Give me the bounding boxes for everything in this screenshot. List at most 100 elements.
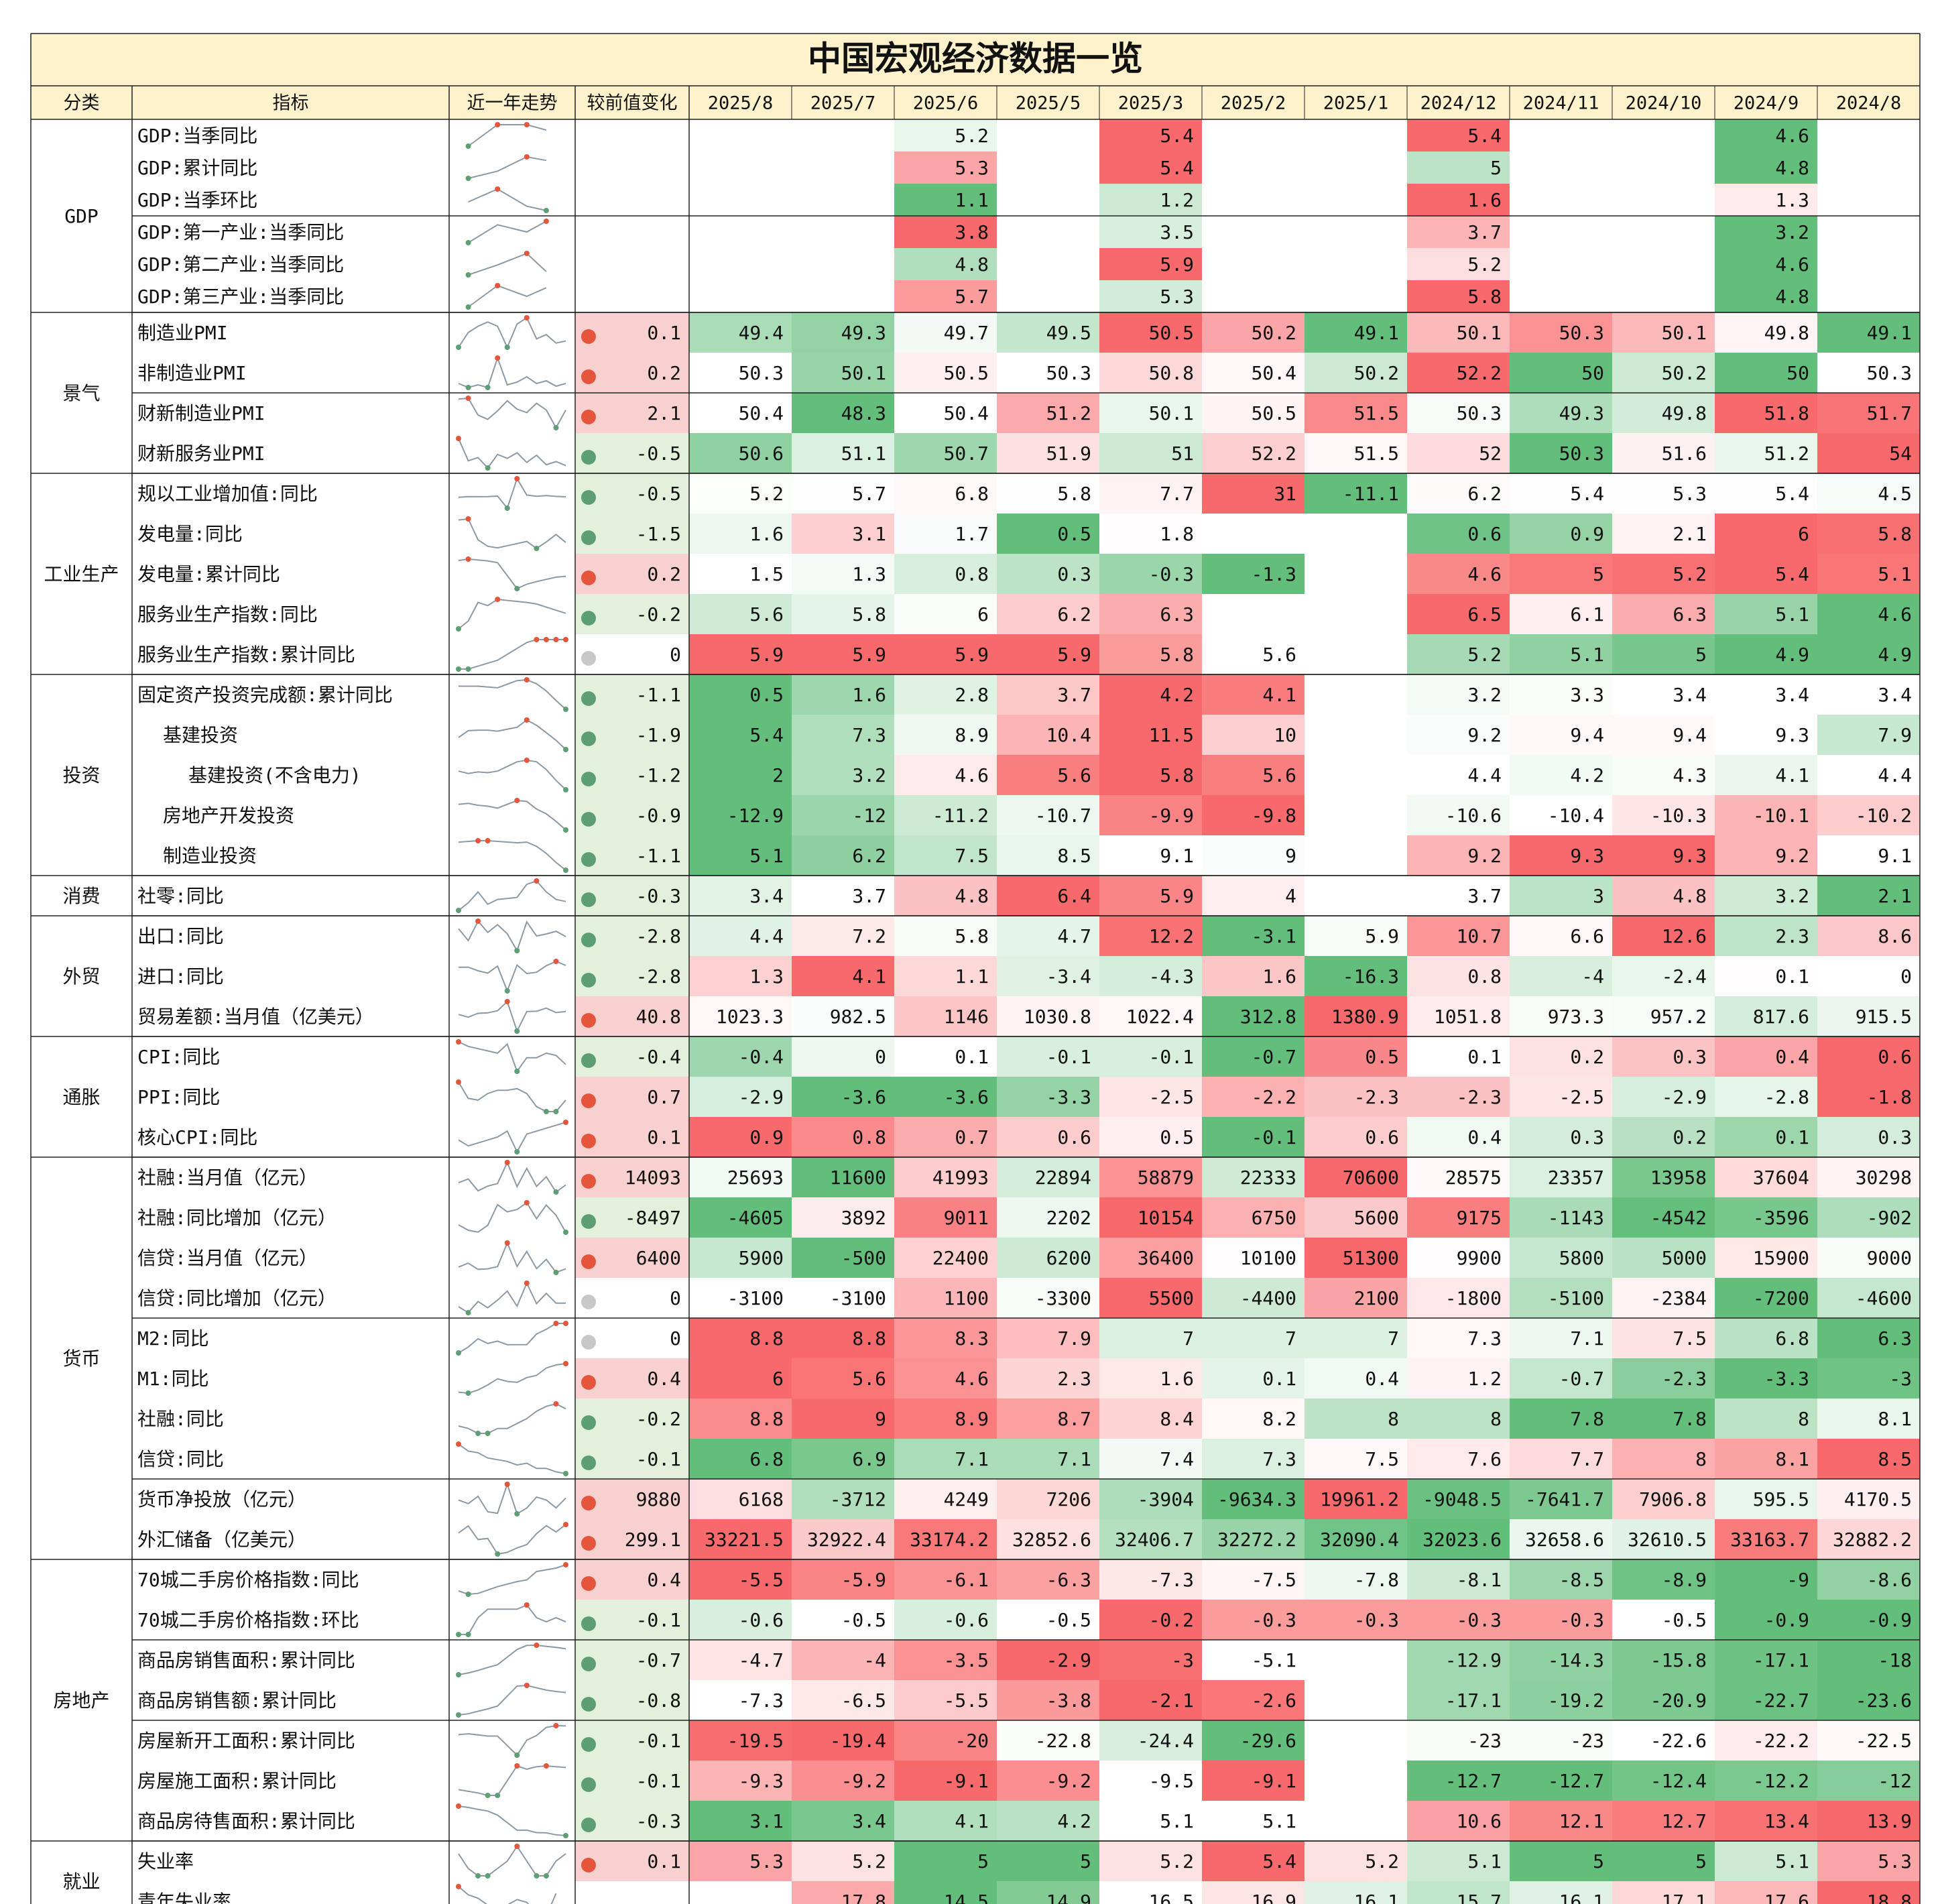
heat-cell	[1407, 280, 1510, 312]
heat-cell	[1612, 594, 1715, 634]
heat-cell	[792, 835, 894, 876]
indicator-label: 核心CPI:同比	[137, 1126, 257, 1148]
cell-value: 1.6	[1467, 189, 1502, 211]
cell-value: 51	[1171, 442, 1194, 465]
cell-value: -19.5	[727, 1730, 784, 1752]
heat-cell	[1099, 1238, 1202, 1278]
spark-marker	[465, 304, 471, 310]
change-value: -1.9	[636, 724, 681, 746]
heat-cell	[792, 876, 894, 916]
category-label: 投资	[62, 764, 100, 786]
date-header: 2025/2	[1221, 93, 1286, 114]
cell-value: 0.5	[1057, 523, 1091, 545]
heat-cell	[1612, 1439, 1715, 1479]
cell-value: 8.8	[852, 1327, 886, 1350]
cell-value: 5.3	[1878, 1850, 1912, 1872]
heat-cell	[1715, 956, 1817, 996]
heat-cell	[997, 1358, 1099, 1399]
cell-value: 9175	[1457, 1207, 1502, 1229]
cell-value: 4.8	[1673, 885, 1707, 907]
cell-value: 8.3	[955, 1327, 989, 1350]
heat-cell	[792, 1761, 894, 1801]
cell-value: 8	[1490, 1408, 1502, 1430]
cell-value: -2.5	[1149, 1086, 1194, 1108]
heat-cell	[792, 1439, 894, 1479]
heat-cell	[1407, 1036, 1510, 1077]
heat-cell	[894, 184, 997, 216]
cell-value: 6	[1798, 523, 1809, 545]
cell-value: 15.7	[1457, 1891, 1502, 1904]
cell-value: 51.9	[1046, 442, 1091, 465]
cell-value: 16.1	[1354, 1891, 1399, 1904]
cell-value: 10.6	[1457, 1810, 1502, 1832]
heat-cell	[1715, 353, 1817, 393]
cell-value: 0.8	[1467, 965, 1502, 988]
spark-marker	[543, 1763, 549, 1769]
heat-cell	[997, 996, 1099, 1036]
cell-value: 32610.5	[1628, 1529, 1707, 1551]
heat-cell	[1715, 1841, 1817, 1881]
sparkline	[458, 1161, 566, 1193]
heat-cell	[689, 1399, 792, 1439]
heat-cell	[1202, 755, 1305, 795]
heat-cell	[689, 514, 792, 554]
indicator-label: 规以工业增加值:同比	[137, 483, 318, 505]
heat-cell	[1202, 1358, 1305, 1399]
cell-value: 51.2	[1046, 402, 1091, 424]
change-dot	[581, 1536, 596, 1551]
spark-marker	[563, 1120, 568, 1125]
heat-cell	[1715, 1439, 1817, 1479]
cell-value: 9011	[944, 1207, 989, 1229]
column-header: 分类	[64, 93, 100, 114]
cell-value: 0	[875, 1046, 886, 1068]
cell-value: 48.3	[841, 402, 886, 424]
heat-cell	[1099, 1680, 1202, 1720]
cell-value: -10.4	[1548, 805, 1604, 827]
spark-marker	[514, 586, 520, 591]
heat-cell	[689, 312, 792, 353]
cell-value: -0.3	[1457, 1609, 1502, 1631]
cell-value: 5.2	[852, 1850, 886, 1872]
cell-value: -10.7	[1035, 805, 1091, 827]
cell-value: -9634.3	[1217, 1488, 1296, 1510]
heat-cell	[1715, 1278, 1817, 1318]
heat-cell	[689, 996, 792, 1036]
heat-cell	[792, 1559, 894, 1600]
cell-value: 8.5	[1878, 1448, 1912, 1470]
category-label: 就业	[62, 1870, 100, 1893]
heat-cell	[689, 1640, 792, 1680]
heat-cell	[1407, 312, 1510, 353]
cell-value: 0.5	[749, 684, 784, 706]
heat-cell	[1715, 1720, 1817, 1761]
cell-value: -12.2	[1753, 1770, 1809, 1792]
heat-cell	[1612, 1841, 1715, 1881]
spark-marker	[456, 1672, 461, 1677]
heat-cell	[1510, 1640, 1612, 1680]
cell-value: 5.2	[749, 483, 784, 505]
spark-marker	[485, 385, 491, 390]
heat-cell	[1099, 1439, 1202, 1479]
spark-marker	[563, 1522, 568, 1527]
heat-cell	[1715, 216, 1817, 248]
heat-cell	[1407, 1278, 1510, 1318]
heat-cell	[1510, 1841, 1612, 1881]
cell-value: 8	[1695, 1448, 1707, 1470]
heat-cell	[1099, 916, 1202, 956]
heat-cell	[689, 433, 792, 473]
sparkline	[458, 316, 566, 349]
heat-cell	[1305, 312, 1407, 353]
heat-cell	[1612, 1197, 1715, 1238]
cell-value: -4600	[1856, 1287, 1912, 1309]
sparkline	[458, 1041, 566, 1073]
heat-cell	[1510, 795, 1612, 835]
cell-value: 5.2	[1467, 253, 1502, 276]
date-header: 2024/11	[1523, 93, 1599, 114]
cell-value: 3.5	[1160, 221, 1194, 243]
heat-cell	[1715, 1881, 1817, 1904]
heat-cell	[1715, 473, 1817, 514]
cell-value: -9.8	[1252, 805, 1296, 827]
spark-marker	[553, 637, 559, 642]
heat-cell	[1715, 152, 1817, 184]
change-value: -2.8	[636, 965, 681, 988]
cell-value: 5.8	[852, 603, 886, 626]
